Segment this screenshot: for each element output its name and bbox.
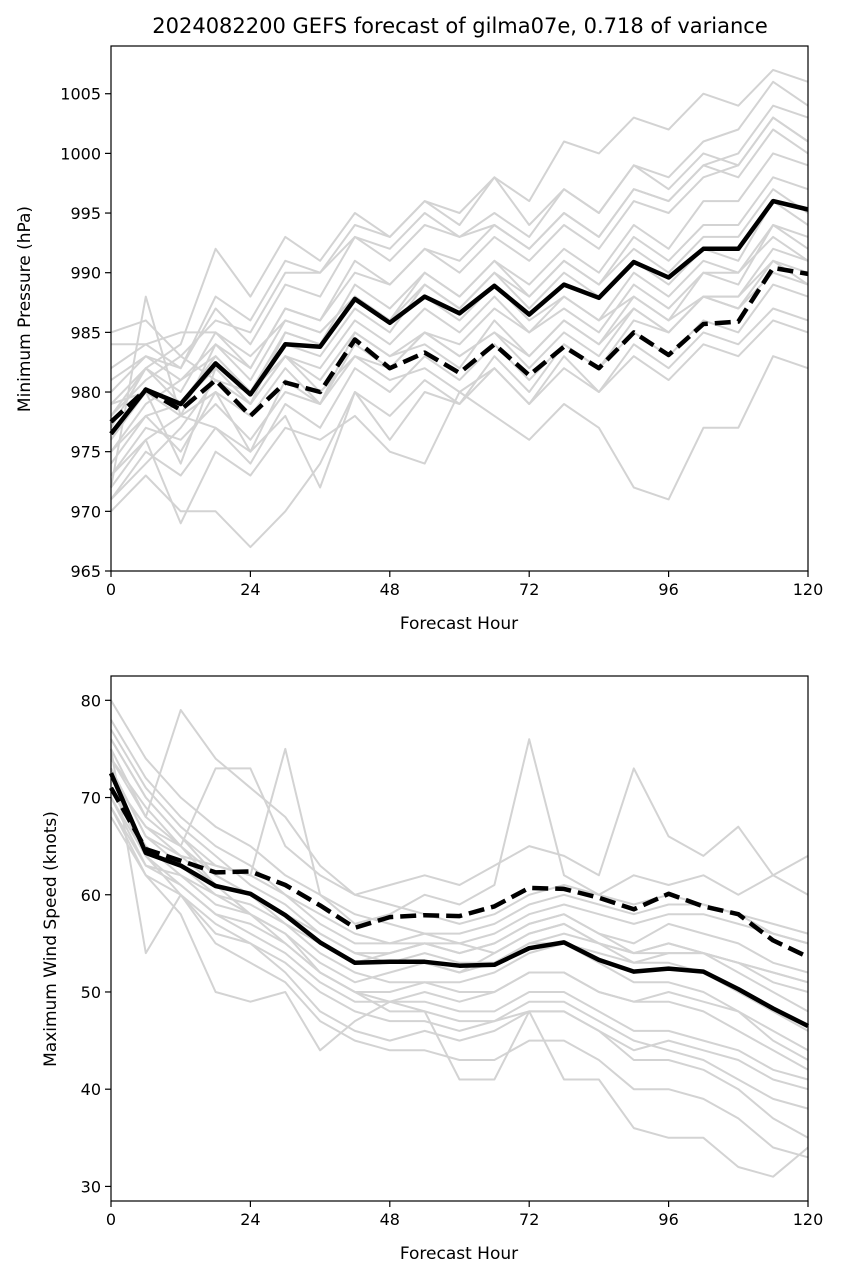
wind-mean-line: [108, 772, 810, 1029]
pressure-member-line-20: [110, 152, 809, 465]
pressure-y-tick-label: 965: [70, 562, 101, 581]
wind-x-axis-label: Forecast Hour: [400, 1244, 518, 1264]
pressure-member-line-13: [110, 188, 809, 429]
wind-x-ticks: 0 24 48 72 96 120: [106, 1201, 823, 1229]
pressure-member-line-16: [110, 116, 809, 417]
pressure-member-line-11: [110, 271, 809, 370]
pressure-x-axis-label: Forecast Hour: [400, 614, 518, 634]
pressure-member-line-14: [110, 355, 809, 525]
wind-y-tick-label: 40: [81, 1080, 101, 1099]
wind-member-line-19: [110, 806, 809, 1178]
pressure-y-tick-label: 1000: [60, 144, 101, 163]
wind-y-tick-label: 30: [81, 1177, 101, 1196]
wind-x-tick-label: 0: [106, 1210, 116, 1229]
wind-axes-frame: [110, 675, 809, 1202]
pressure-y-tick-label: 985: [70, 323, 101, 342]
wind-y-tick-label: 50: [81, 983, 101, 1002]
pressure-y-tick-label: 990: [70, 264, 101, 283]
pressure-x-tick-label: 0: [106, 580, 116, 599]
pressure-x-tick-label: 96: [658, 580, 678, 599]
wind-member-line-20: [110, 748, 809, 1061]
wind-member-line-15: [110, 767, 809, 993]
wind-member-line-8: [110, 796, 809, 1052]
wind-x-tick-label: 24: [240, 1210, 260, 1229]
pressure-axes-frame: [110, 45, 809, 572]
pressure-mean-line: [109, 198, 809, 436]
wind-member-line-11: [110, 748, 809, 1110]
wind-highlight-lines: [108, 772, 810, 1029]
pressure-y-tick-label: 1005: [60, 85, 101, 104]
wind-x-tick-label: 72: [519, 1210, 539, 1229]
wind-ensemble-members: [110, 699, 809, 1178]
wind-y-tick-label: 60: [81, 886, 101, 905]
pressure-x-tick-label: 72: [519, 580, 539, 599]
pressure-y-tick-label: 975: [70, 443, 101, 462]
wind-member-line-5: [110, 738, 809, 925]
wind-member-line-14: [110, 787, 809, 1159]
pressure-x-tick-label: 24: [240, 580, 260, 599]
pressure-deterministic-line: [109, 265, 809, 424]
pressure-y-tick-label: 980: [70, 383, 101, 402]
pressure-member-line-19: [110, 235, 809, 501]
pressure-x-tick-label: 120: [793, 580, 824, 599]
pressure-member-line-17: [110, 259, 809, 405]
wind-member-line-6: [110, 767, 809, 896]
pressure-member-line-5: [110, 68, 809, 417]
wind-y-ticks: 30 40 50 60 70 80: [81, 691, 111, 1196]
pressure-highlight-lines: [109, 198, 809, 436]
pressure-y-tick-label: 995: [70, 204, 101, 223]
wind-member-line-10: [110, 816, 809, 1091]
wind-member-line-13: [110, 758, 809, 1139]
wind-y-axis-label: Maximum Wind Speed (knots): [41, 811, 61, 1067]
wind-member-line-9: [110, 806, 809, 974]
wind-y-tick-label: 80: [81, 691, 101, 710]
pressure-member-line-1: [110, 224, 809, 489]
pressure-member-line-3: [110, 116, 809, 405]
figure-title: 2024082200 GEFS forecast of gilma07e, 0.…: [152, 14, 768, 38]
pressure-x-ticks: 0 24 48 72 96 120: [106, 571, 823, 599]
pressure-ensemble-members: [110, 68, 809, 549]
pressure-chart: 0 24 48 72 96 120 965 970 975 980 985 990 995 1000 10…: [15, 45, 823, 634]
pressure-y-tick-label: 970: [70, 502, 101, 521]
pressure-x-tick-label: 48: [380, 580, 400, 599]
wind-x-tick-label: 120: [793, 1210, 824, 1229]
pressure-member-line-9: [110, 247, 809, 549]
wind-y-tick-label: 70: [81, 789, 101, 808]
pressure-y-axis-label: Minimum Pressure (hPa): [15, 206, 35, 412]
pressure-member-line-21: [110, 128, 809, 382]
wind-member-line-7: [110, 787, 809, 993]
wind-member-line-17: [110, 797, 809, 1081]
pressure-member-line-8: [110, 283, 809, 500]
pressure-y-ticks: 965 970 975 980 985 990 995 1000 1005: [60, 85, 111, 581]
wind-deterministic-line: [109, 786, 809, 960]
pressure-member-line-18: [110, 295, 809, 489]
wind-x-tick-label: 48: [380, 1210, 400, 1229]
wind-x-tick-label: 96: [658, 1210, 678, 1229]
